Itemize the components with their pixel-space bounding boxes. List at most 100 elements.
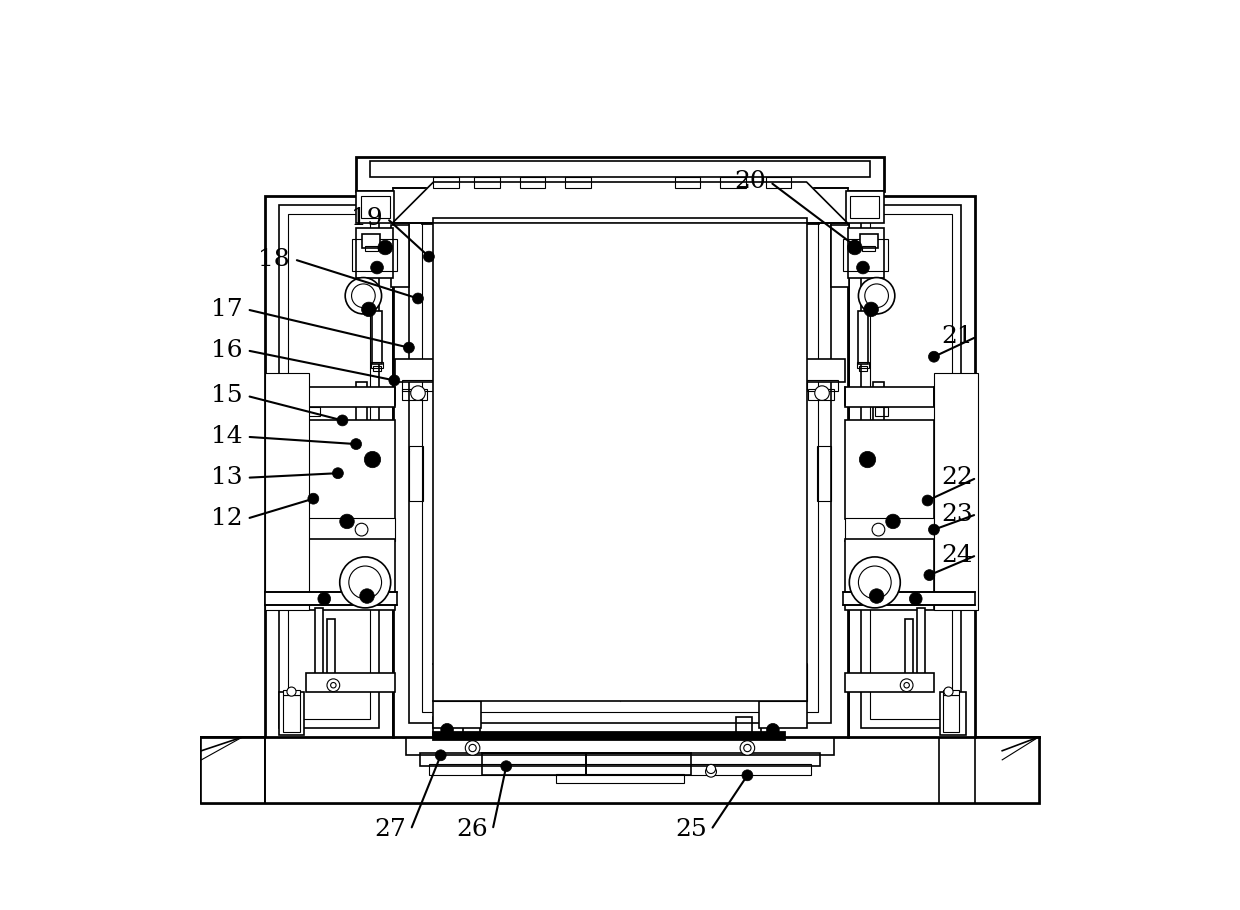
Bar xyxy=(847,196,975,737)
Bar xyxy=(916,608,925,682)
Text: 22: 22 xyxy=(941,466,972,490)
Bar xyxy=(862,246,874,251)
Bar xyxy=(464,717,480,735)
Circle shape xyxy=(308,493,319,504)
Bar xyxy=(847,228,884,278)
Bar xyxy=(283,690,300,695)
Bar xyxy=(434,732,784,739)
Circle shape xyxy=(327,679,340,692)
Bar xyxy=(735,717,751,735)
Bar xyxy=(844,539,934,610)
Bar xyxy=(759,701,806,728)
Bar xyxy=(467,732,479,739)
Bar xyxy=(831,225,849,287)
Bar xyxy=(520,177,546,188)
Bar xyxy=(356,157,884,191)
Circle shape xyxy=(706,766,717,777)
Text: 23: 23 xyxy=(941,502,972,526)
Circle shape xyxy=(469,744,476,752)
Bar xyxy=(844,420,934,519)
Circle shape xyxy=(923,495,932,506)
Bar xyxy=(843,239,888,271)
Bar xyxy=(844,518,934,541)
Bar xyxy=(859,366,867,371)
Circle shape xyxy=(929,524,940,535)
Bar xyxy=(873,382,884,523)
Circle shape xyxy=(317,592,331,605)
Circle shape xyxy=(904,682,909,688)
Bar xyxy=(587,753,691,775)
Bar xyxy=(944,690,960,695)
Circle shape xyxy=(869,589,884,603)
Circle shape xyxy=(389,375,399,386)
Bar xyxy=(352,239,397,271)
Bar xyxy=(761,717,777,735)
Circle shape xyxy=(345,278,382,314)
Circle shape xyxy=(744,744,751,752)
Circle shape xyxy=(423,251,434,262)
Bar xyxy=(283,695,300,732)
Bar xyxy=(870,214,952,719)
Circle shape xyxy=(331,682,336,688)
Bar xyxy=(861,234,878,248)
Polygon shape xyxy=(201,737,265,803)
Bar xyxy=(870,521,887,528)
Bar xyxy=(356,382,367,523)
Circle shape xyxy=(410,386,425,400)
Circle shape xyxy=(286,687,296,696)
Bar xyxy=(843,592,975,605)
Bar xyxy=(407,735,833,755)
Bar xyxy=(434,177,459,188)
Bar xyxy=(201,737,1039,803)
Bar xyxy=(373,366,381,371)
Bar xyxy=(434,218,806,701)
Bar xyxy=(315,608,324,682)
Text: 15: 15 xyxy=(211,384,243,408)
Bar xyxy=(201,737,265,803)
Bar xyxy=(861,205,961,728)
Circle shape xyxy=(348,566,382,599)
Bar xyxy=(265,373,309,610)
Bar xyxy=(409,205,831,723)
Circle shape xyxy=(859,451,875,468)
Bar xyxy=(759,664,806,701)
Bar xyxy=(409,446,423,500)
Text: 13: 13 xyxy=(211,466,243,490)
Bar xyxy=(306,420,396,519)
Circle shape xyxy=(858,566,892,599)
Bar xyxy=(396,359,439,382)
Text: 12: 12 xyxy=(211,507,243,531)
Bar xyxy=(857,362,869,368)
Circle shape xyxy=(909,592,923,605)
Circle shape xyxy=(378,240,393,255)
Bar xyxy=(940,692,966,735)
Text: 18: 18 xyxy=(258,248,290,271)
Circle shape xyxy=(872,523,885,536)
Bar xyxy=(306,539,396,610)
Bar xyxy=(279,692,304,735)
Bar xyxy=(434,717,450,735)
Circle shape xyxy=(371,261,383,274)
Circle shape xyxy=(849,557,900,608)
Bar xyxy=(356,228,393,278)
Text: 24: 24 xyxy=(941,543,972,567)
Bar xyxy=(265,737,975,803)
Text: 16: 16 xyxy=(211,339,243,362)
Bar xyxy=(858,311,868,364)
Bar xyxy=(306,518,396,541)
Bar xyxy=(372,311,382,364)
Bar xyxy=(370,161,870,177)
Bar xyxy=(361,196,389,218)
Bar xyxy=(475,177,500,188)
Circle shape xyxy=(742,770,753,781)
Bar xyxy=(362,234,379,248)
Bar xyxy=(874,407,888,416)
Bar xyxy=(429,764,811,775)
Circle shape xyxy=(900,679,913,692)
Bar xyxy=(434,701,481,728)
Circle shape xyxy=(740,741,755,755)
Circle shape xyxy=(501,761,512,772)
Circle shape xyxy=(864,284,888,308)
Circle shape xyxy=(864,302,878,317)
Circle shape xyxy=(707,764,715,774)
